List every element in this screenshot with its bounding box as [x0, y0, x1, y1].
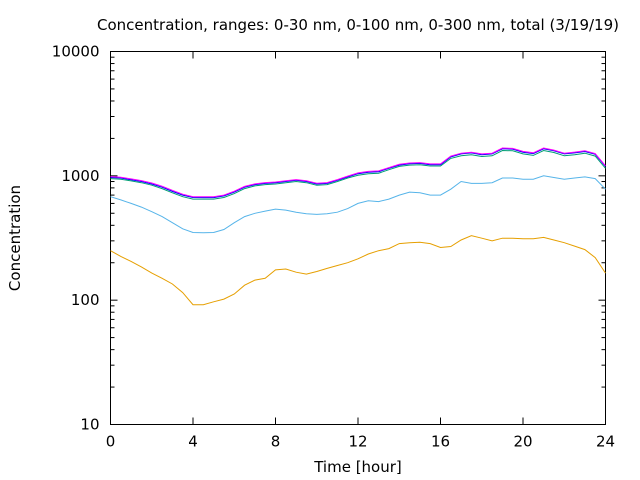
x-tick-label: 20 — [513, 433, 532, 451]
series-lines — [110, 147, 606, 306]
chart-title: Concentration, ranges: 0-30 nm, 0-100 nm… — [97, 16, 619, 34]
series-line-2 — [110, 175, 606, 234]
axis-ticks — [110, 51, 606, 425]
x-axis-title: Time [hour] — [313, 458, 402, 476]
x-tick-label: 24 — [596, 433, 615, 451]
series-line-4 — [110, 148, 606, 199]
y-axis-title: Concentration — [6, 185, 24, 291]
plot-frame — [110, 51, 606, 425]
x-tick-label: 4 — [188, 433, 198, 451]
x-tick-label: 8 — [271, 433, 281, 451]
y-tick-label: 100 — [71, 291, 100, 309]
tick-labels: 0 4 8 12 16 20 24 10 100 1000 10000 — [52, 43, 615, 451]
y-tick-label: 10 — [80, 416, 99, 434]
x-tick-label: 0 — [106, 433, 116, 451]
y-tick-label: 1000 — [61, 167, 99, 185]
series-line-5 — [110, 147, 606, 198]
series-line-1 — [110, 235, 606, 306]
series-line-3 — [110, 149, 606, 200]
x-tick-label: 12 — [348, 433, 367, 451]
y-tick-label: 10000 — [52, 43, 100, 61]
x-tick-label: 16 — [431, 433, 450, 451]
